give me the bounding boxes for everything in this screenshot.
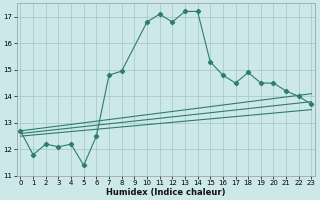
X-axis label: Humidex (Indice chaleur): Humidex (Indice chaleur) (106, 188, 226, 197)
